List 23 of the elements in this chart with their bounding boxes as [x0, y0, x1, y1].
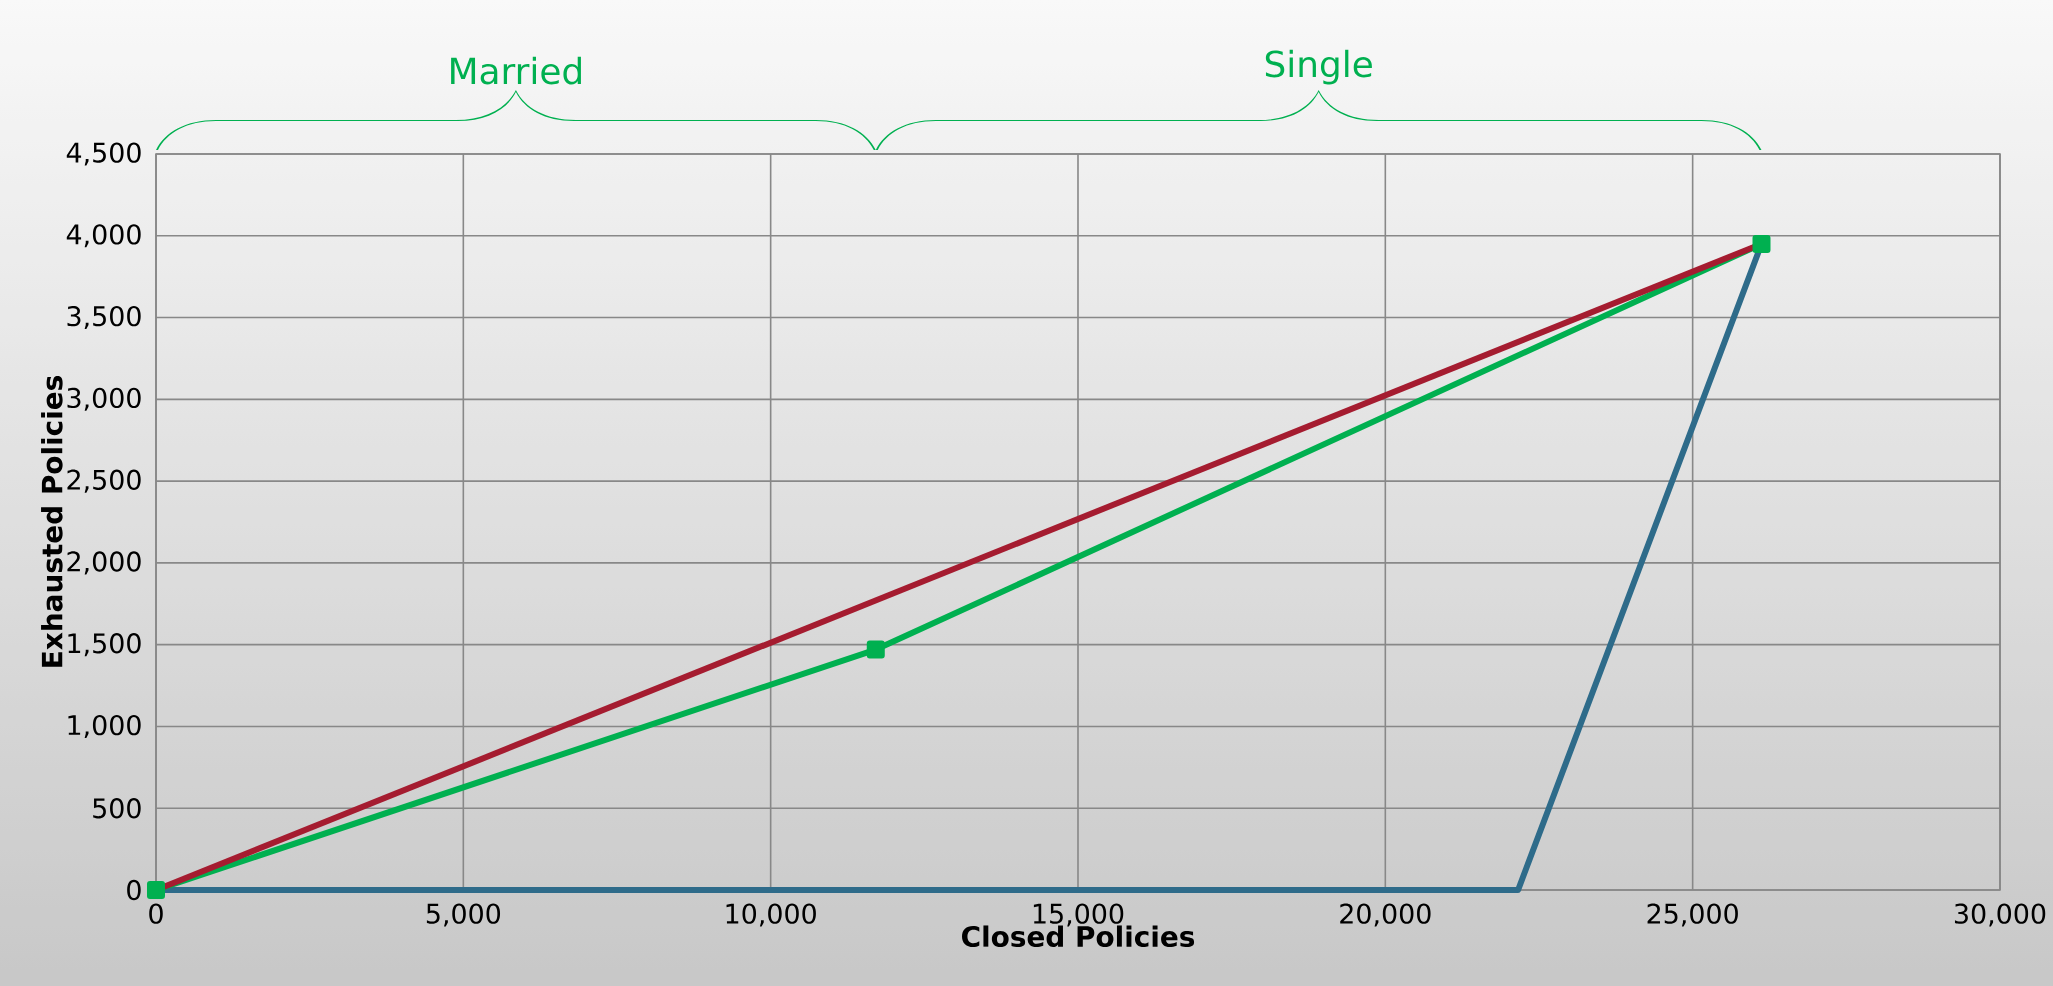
- point: [147, 881, 165, 899]
- x-tick-label: 20,000: [1340, 903, 1431, 927]
- y-tick-label: 3,500: [67, 306, 141, 330]
- y-tick-label: 4,500: [66, 142, 141, 166]
- x-tick-label: 10,000: [726, 903, 816, 927]
- x-tick-label: 25,000: [1647, 903, 1738, 927]
- y-tick-label: 500: [93, 798, 141, 819]
- y-axis-title: Exhausted Policies: [41, 376, 63, 667]
- point: [1752, 234, 1771, 253]
- y-tick-label: 4,000: [66, 224, 141, 248]
- y-tick-label: 3,000: [67, 387, 141, 411]
- y-tick-label: 2,000: [67, 551, 141, 575]
- x-tick-label: 5,000: [426, 903, 501, 927]
- x-tick-label: 30,000: [1954, 903, 2046, 927]
- x-tick-label: 0: [149, 903, 163, 924]
- y-tick-label: 1,500: [68, 633, 141, 657]
- y-tick-label: 2,500: [67, 469, 141, 493]
- y-tick-label: 1,000: [68, 714, 141, 738]
- x-tick-label: 15,000: [1033, 903, 1124, 927]
- y-tick-label: 0: [127, 879, 141, 901]
- point: [866, 640, 885, 659]
- text: Married: [451, 56, 581, 85]
- text: Single: [1265, 49, 1372, 85]
